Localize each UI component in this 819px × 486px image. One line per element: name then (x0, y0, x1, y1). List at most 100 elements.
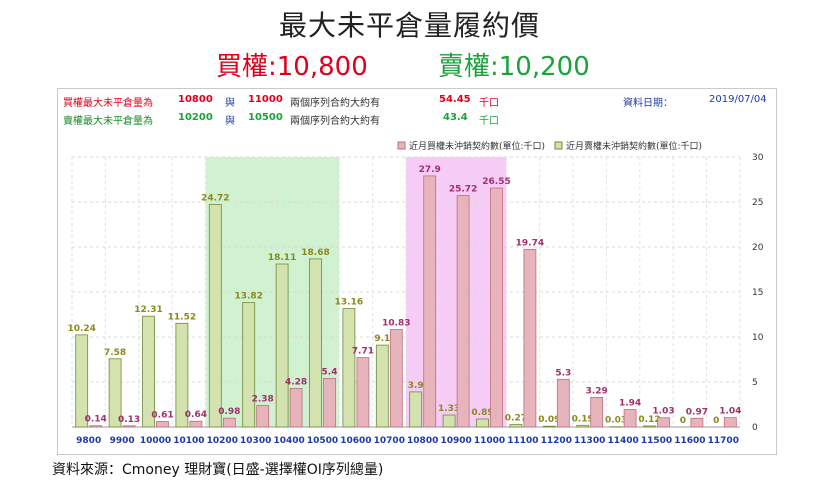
put-info-desc: 兩個序列合約大約有 (290, 116, 380, 127)
label-put-10500: 18.68 (301, 248, 329, 258)
x-tick-label-11100: 11100 (507, 436, 538, 446)
y-tick-label: 30 (752, 153, 764, 163)
bar-put-10500 (309, 258, 322, 428)
bar-call-10800 (423, 175, 437, 428)
page-title: 最大未平倉量履約價 (278, 9, 540, 42)
label-call-11700: 1.04 (719, 407, 741, 417)
call-info-value: 54.45 (439, 94, 471, 105)
bar-call-11100 (523, 248, 537, 428)
bar-put-11500 (643, 425, 656, 428)
label-call-10400: 4.28 (285, 377, 307, 387)
label-call-10000: 0.61 (151, 411, 173, 421)
x-tick-label-10600: 10600 (340, 436, 371, 446)
put-info-and: 與 (225, 116, 235, 127)
bar-put-11300 (576, 424, 590, 428)
label-call-10500: 5.4 (322, 367, 338, 377)
x-tick-label-11500: 11500 (641, 436, 672, 446)
put-max-label: 賣權:10,200 (438, 52, 590, 82)
bar-call-10700 (389, 329, 403, 428)
bar-put-10000 (142, 315, 155, 428)
call-max-label: 買權:10,800 (216, 52, 368, 82)
put-info-label: 賣權最大未平倉量為 (63, 116, 153, 127)
bar-call-11500 (657, 417, 670, 428)
source-footer: 資料來源：Cmoney 理財寶(日盛-選擇權OI序列總量) (52, 462, 384, 478)
label-put-11000: 0.89 (471, 408, 493, 418)
y-tick-label: 25 (752, 198, 763, 208)
label-put-10600: 13.16 (335, 298, 363, 308)
date-value: 2019/07/04 (709, 94, 767, 105)
x-tick-label-9800: 9800 (76, 436, 101, 446)
label-put-10000: 12.31 (134, 305, 162, 315)
y-tick-label: 15 (752, 288, 763, 298)
bar-call-11200 (556, 378, 570, 428)
x-tick-label-10400: 10400 (273, 436, 304, 446)
date-label: 資料日期： (623, 98, 673, 109)
bar-call-11600 (690, 417, 704, 428)
bar-put-10400 (275, 263, 289, 428)
x-tick-label-10200: 10200 (207, 436, 238, 446)
x-tick-label-9900: 9900 (110, 436, 135, 446)
label-put-10100: 11.52 (168, 312, 196, 322)
bar-put-11000 (476, 418, 489, 428)
bar-put-10200 (208, 204, 222, 428)
label-put-10900: 1.33 (438, 404, 460, 414)
legend-call-label: 近月買權未沖銷契約數(單位:千口) (409, 140, 545, 152)
bar-put-10900 (442, 414, 456, 428)
put-info-strike1: 10200 (178, 112, 213, 123)
bar-call-9800 (89, 425, 103, 428)
bar-put-9800 (75, 334, 89, 428)
label-call-10700: 10.83 (382, 319, 410, 329)
x-tick-label-11700: 11700 (708, 436, 739, 446)
x-tick-label-10900: 10900 (440, 436, 471, 446)
call-info-desc: 兩個序列合約大約有 (290, 98, 380, 109)
call-info-unit: 千口 (479, 98, 499, 109)
label-call-10100: 0.64 (185, 410, 207, 420)
label-call-10900: 25.72 (449, 185, 477, 195)
bar-call-11300 (590, 396, 604, 428)
bar-put-10800 (409, 391, 423, 428)
y-tick-label: 5 (752, 378, 758, 388)
label-put-11700: 0 (713, 416, 719, 426)
y-tick-label: 10 (752, 333, 764, 343)
y-tick-label: 0 (752, 423, 758, 433)
bar-call-10400 (289, 388, 303, 428)
y-tick-label: 20 (752, 243, 764, 253)
label-put-10800: 3.9 (408, 381, 424, 391)
label-put-9800: 10.24 (67, 324, 95, 334)
call-info-label: 買權最大未平倉量為 (63, 98, 153, 109)
label-put-11100: 0.27 (505, 414, 527, 424)
call-info-strike1: 10800 (178, 94, 213, 105)
label-call-11200: 5.3 (555, 368, 571, 378)
label-call-11100: 19.74 (516, 238, 544, 248)
label-put-9900: 7.58 (104, 348, 126, 358)
label-call-10800: 27.9 (419, 165, 441, 175)
legend-put-swatch (554, 141, 563, 150)
label-put-10400: 18.11 (268, 253, 296, 263)
put-info-value: 43.4 (443, 112, 468, 123)
bar-put-11200 (542, 425, 556, 428)
label-call-9900: 0.13 (118, 415, 140, 425)
label-call-10300: 2.38 (252, 395, 274, 405)
legend-call-swatch (397, 141, 406, 150)
x-tick-label-10000: 10000 (140, 436, 171, 446)
bar-call-11700 (723, 417, 737, 428)
bar-call-10300 (256, 405, 270, 428)
put-info-strike2: 10500 (248, 112, 283, 123)
label-call-11500: 1.03 (652, 407, 674, 417)
label-put-10700: 9.1 (374, 334, 390, 344)
label-call-11400: 1.94 (619, 399, 641, 409)
x-tick-label-10500: 10500 (307, 436, 338, 446)
x-tick-label-10800: 10800 (407, 436, 438, 446)
x-tick-label-10100: 10100 (173, 436, 204, 446)
label-put-10200: 24.72 (201, 194, 229, 204)
x-tick-label-11600: 11600 (674, 436, 705, 446)
bar-put-9900 (108, 358, 122, 428)
bar-put-11100 (509, 424, 523, 428)
bar-call-10600 (356, 357, 370, 428)
label-call-10200: 0.98 (218, 407, 240, 417)
x-tick-label-11000: 11000 (474, 436, 505, 446)
label-put-11600: 0 (680, 416, 686, 426)
label-put-11500: 0.12 (638, 415, 660, 425)
bar-call-9900 (122, 425, 136, 428)
